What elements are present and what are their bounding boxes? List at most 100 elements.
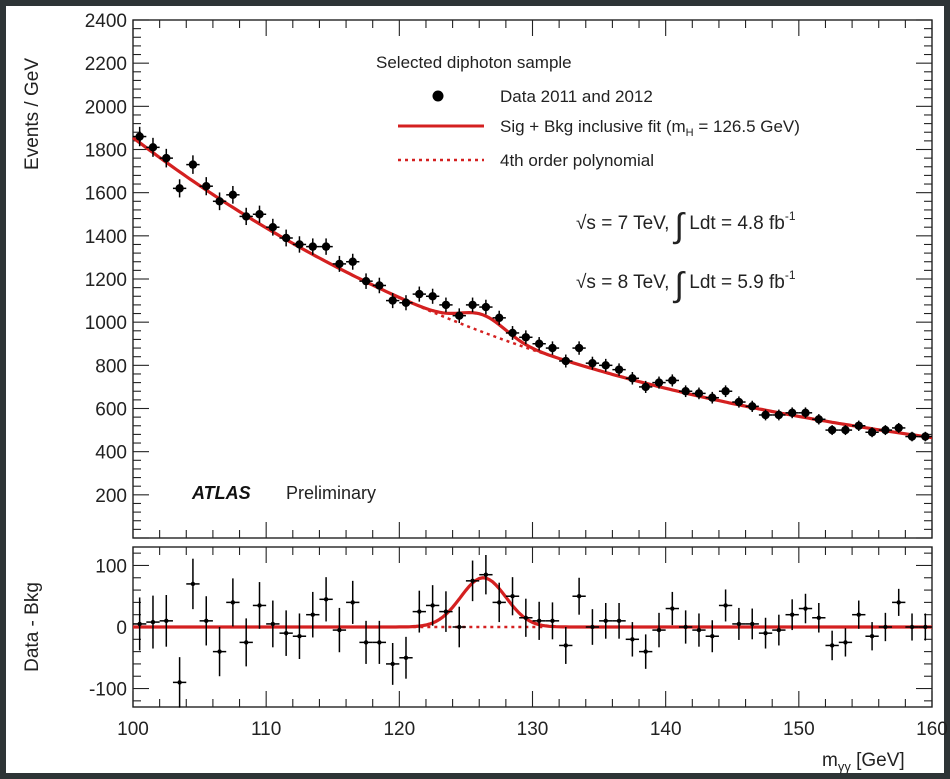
point-marker xyxy=(228,190,238,200)
point-marker xyxy=(177,680,182,685)
legend-data-marker xyxy=(432,90,444,102)
data-point xyxy=(199,596,213,646)
point-marker xyxy=(215,197,224,206)
y-tick-label: 400 xyxy=(95,443,127,464)
data-point xyxy=(479,555,493,595)
point-marker xyxy=(841,425,850,435)
main-y-axis: 200 400 600 800 1000 1200 1400 1600 1800 2000 2200… xyxy=(85,11,932,539)
data-point xyxy=(186,155,200,174)
residual-x-axis: 100 110 120 130 140 150 160 xyxy=(117,547,948,740)
point-marker xyxy=(696,627,702,633)
lumi-annotation-8tev: √s = 8 TeV, ∫ Ldt = 5.9 fb-1 xyxy=(576,266,796,304)
data-point xyxy=(599,358,613,372)
data-point xyxy=(319,577,333,622)
data-point xyxy=(905,431,919,442)
data-point xyxy=(892,588,906,616)
x-tick-label: 140 xyxy=(650,719,682,740)
data-point xyxy=(612,603,626,639)
point-marker xyxy=(283,630,289,636)
point-marker xyxy=(628,374,637,383)
point-marker xyxy=(377,640,382,645)
point-marker xyxy=(508,328,517,338)
data-point xyxy=(692,387,706,400)
point-marker xyxy=(801,408,810,418)
data-point xyxy=(825,425,839,436)
data-point xyxy=(918,613,932,641)
data-point xyxy=(292,613,307,659)
point-marker xyxy=(656,627,662,633)
data-point xyxy=(292,236,307,253)
point-marker xyxy=(909,624,915,630)
point-marker xyxy=(654,378,664,387)
point-marker xyxy=(761,410,770,420)
lumi-annotation-7tev: √s = 7 TeV, ∫ Ldt = 4.8 fb-1 xyxy=(576,207,796,245)
point-marker xyxy=(576,594,582,599)
data-point xyxy=(279,229,293,247)
data-point xyxy=(399,295,413,311)
data-point xyxy=(745,400,759,412)
point-marker xyxy=(335,259,344,269)
data-point xyxy=(146,137,160,157)
data-point xyxy=(439,297,453,313)
data-point xyxy=(798,593,813,624)
data-point xyxy=(212,192,227,211)
point-marker xyxy=(683,624,688,630)
legend-label-data: Data 2011 and 2012 xyxy=(500,87,653,106)
data-point xyxy=(905,613,919,641)
data-point xyxy=(758,617,773,649)
data-point xyxy=(625,622,640,657)
point-marker xyxy=(510,594,515,599)
y-tick-label: 600 xyxy=(95,400,127,421)
point-marker xyxy=(550,618,555,624)
data-point xyxy=(332,607,347,653)
point-marker xyxy=(150,619,156,625)
point-marker xyxy=(869,634,875,639)
data-point xyxy=(212,627,227,677)
data-point xyxy=(492,310,506,325)
x-tick-label: 100 xyxy=(117,719,149,740)
data-point xyxy=(266,218,280,236)
data-point xyxy=(639,380,653,393)
point-marker xyxy=(563,643,568,648)
data-point xyxy=(732,607,746,640)
point-marker xyxy=(588,358,597,368)
point-marker xyxy=(523,615,529,620)
data-point xyxy=(306,238,320,255)
point-marker xyxy=(401,298,411,307)
point-marker xyxy=(814,415,824,424)
point-marker xyxy=(268,223,278,232)
data-point xyxy=(412,590,426,633)
data-point xyxy=(239,207,253,226)
point-marker xyxy=(867,428,877,437)
point-marker xyxy=(694,389,704,398)
data-point xyxy=(239,618,253,667)
sig-bkg-fit-curve xyxy=(132,136,933,440)
data-point xyxy=(692,613,706,647)
data-point xyxy=(226,185,240,204)
point-marker xyxy=(750,621,755,627)
point-marker xyxy=(255,210,264,219)
point-marker xyxy=(827,425,837,435)
point-marker xyxy=(483,572,489,577)
point-marker xyxy=(443,609,449,614)
data-point xyxy=(812,414,826,425)
data-point xyxy=(465,297,480,313)
data-point xyxy=(612,363,626,376)
point-marker xyxy=(310,612,315,617)
point-marker xyxy=(536,618,542,624)
data-point xyxy=(332,255,347,272)
data-point xyxy=(665,591,679,626)
point-marker xyxy=(241,212,251,221)
point-marker xyxy=(350,600,355,605)
y-tick-label: 1000 xyxy=(85,313,127,334)
atlas-label: ATLAS xyxy=(191,483,251,503)
data-point xyxy=(279,610,293,656)
data-point xyxy=(705,620,719,653)
data-point xyxy=(865,622,879,651)
data-point xyxy=(705,391,719,404)
point-marker xyxy=(816,615,822,620)
data-point xyxy=(718,589,733,622)
point-marker xyxy=(736,621,742,627)
x-tick-label: 110 xyxy=(251,719,281,740)
data-point xyxy=(372,277,387,294)
